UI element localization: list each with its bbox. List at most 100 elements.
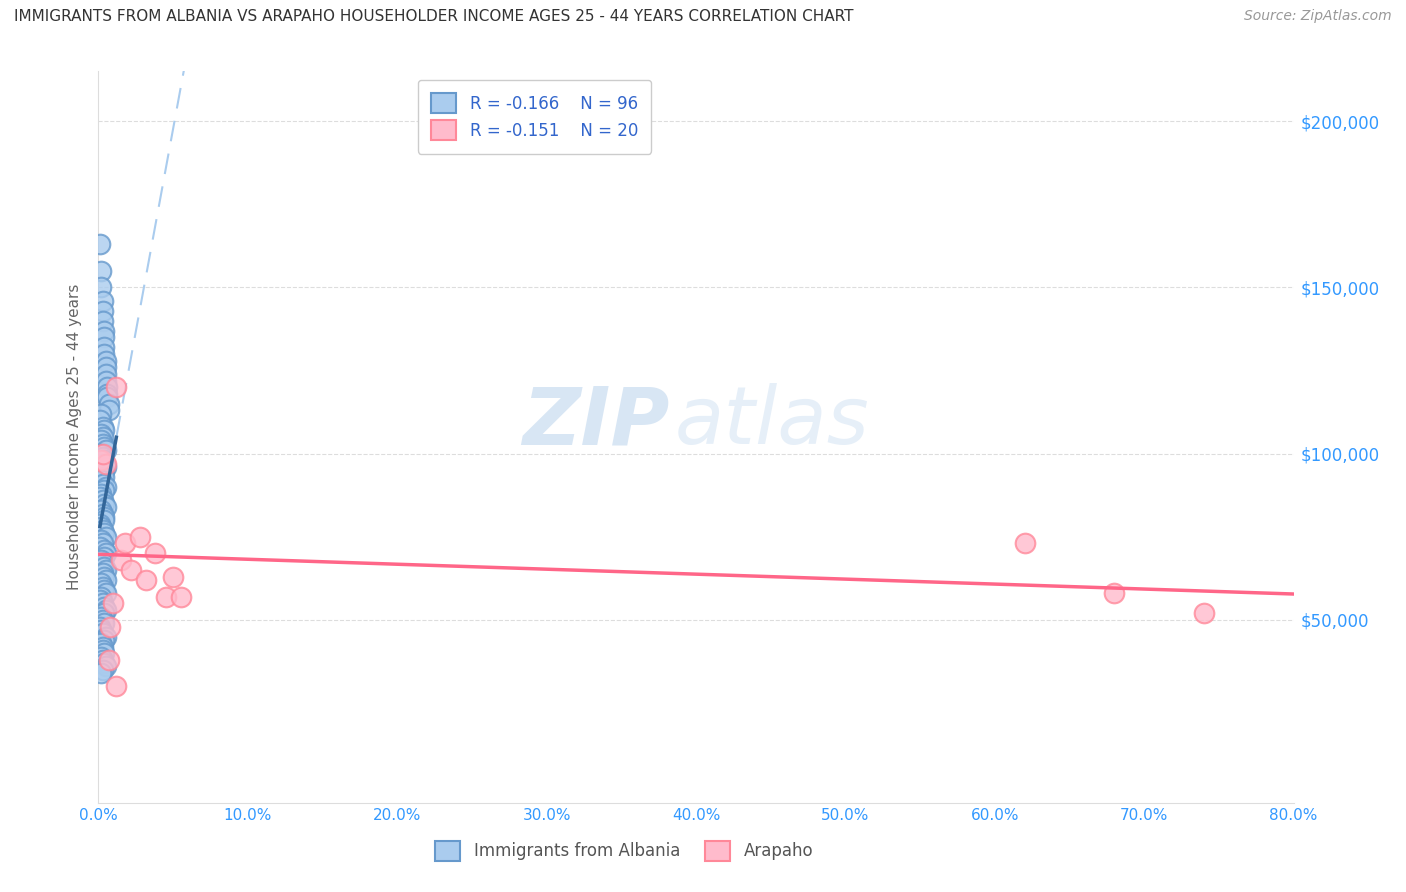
Point: [93, 646, 115, 660]
Point: [89, 540, 111, 554]
Point: [94, 367, 117, 381]
Point: [91, 293, 114, 308]
Point: [91, 557, 114, 571]
Point: [94, 374, 117, 388]
Point: [93, 582, 115, 597]
Point: [120, 563, 142, 577]
Point: [90, 666, 112, 681]
Legend: Immigrants from Albania, Arapaho: Immigrants from Albania, Arapaho: [429, 834, 820, 868]
Point: [97, 653, 120, 667]
Point: [90, 434, 112, 448]
Point: [155, 590, 177, 604]
Point: [97, 403, 120, 417]
Point: [93, 424, 115, 438]
Point: [90, 503, 112, 517]
Point: [90, 636, 112, 650]
Point: [96, 380, 118, 394]
Point: [93, 463, 115, 477]
Point: [103, 596, 125, 610]
Point: [90, 533, 112, 548]
Point: [90, 486, 112, 500]
Point: [91, 663, 114, 677]
Point: [89, 413, 111, 427]
Point: [93, 513, 115, 527]
Point: [94, 630, 117, 644]
Point: [90, 457, 112, 471]
Point: [93, 559, 115, 574]
Point: [1104, 586, 1126, 600]
Point: [93, 616, 115, 631]
Point: [93, 599, 115, 614]
Point: [93, 347, 115, 361]
Point: [93, 453, 115, 467]
Point: [91, 613, 114, 627]
Point: [93, 656, 115, 670]
Point: [93, 632, 115, 647]
Point: [93, 483, 115, 498]
Text: IMMIGRANTS FROM ALBANIA VS ARAPAHO HOUSEHOLDER INCOME AGES 25 - 44 YEARS CORRELA: IMMIGRANTS FROM ALBANIA VS ARAPAHO HOUSE…: [14, 9, 853, 24]
Point: [93, 497, 115, 511]
Point: [94, 353, 117, 368]
Point: [1014, 536, 1036, 550]
Point: [91, 640, 114, 654]
Point: [91, 580, 114, 594]
Point: [93, 543, 115, 558]
Point: [98, 619, 122, 633]
Point: [91, 436, 114, 450]
Point: [91, 626, 114, 640]
Point: [162, 570, 184, 584]
Point: [90, 280, 112, 294]
Point: [93, 330, 115, 344]
Point: [94, 500, 117, 514]
Point: [93, 526, 115, 541]
Point: [91, 536, 114, 550]
Point: [169, 590, 191, 604]
Point: [89, 593, 111, 607]
Point: [94, 586, 117, 600]
Point: [91, 303, 114, 318]
Point: [89, 447, 111, 461]
Point: [89, 237, 111, 252]
Point: [89, 490, 111, 504]
Point: [91, 523, 114, 537]
Point: [90, 407, 112, 421]
Point: [96, 387, 118, 401]
Point: [90, 576, 112, 591]
Point: [94, 443, 117, 458]
Point: [94, 360, 117, 375]
Point: [90, 453, 112, 467]
Point: [90, 623, 112, 637]
Point: [114, 536, 136, 550]
Point: [94, 460, 117, 475]
Point: [93, 440, 115, 454]
Point: [90, 426, 112, 441]
Point: [91, 507, 114, 521]
Point: [91, 566, 114, 581]
Point: [94, 603, 117, 617]
Point: [91, 314, 114, 328]
Point: [90, 553, 112, 567]
Point: [93, 340, 115, 354]
Y-axis label: Householder Income Ages 25 - 44 years: Householder Income Ages 25 - 44 years: [67, 284, 83, 591]
Point: [94, 530, 117, 544]
Point: [90, 473, 112, 487]
Point: [129, 530, 152, 544]
Text: ZIP: ZIP: [522, 384, 669, 461]
Point: [90, 649, 112, 664]
Point: [105, 680, 128, 694]
Point: [91, 467, 114, 481]
Point: [93, 470, 115, 484]
Point: [91, 430, 114, 444]
Point: [143, 546, 166, 560]
Point: [91, 653, 114, 667]
Point: [90, 264, 112, 278]
Point: [94, 573, 117, 587]
Point: [94, 563, 117, 577]
Point: [110, 553, 132, 567]
Point: [1192, 607, 1215, 621]
Point: [90, 520, 112, 534]
Point: [91, 420, 114, 434]
Point: [91, 450, 114, 464]
Point: [93, 509, 115, 524]
Point: [93, 549, 115, 564]
